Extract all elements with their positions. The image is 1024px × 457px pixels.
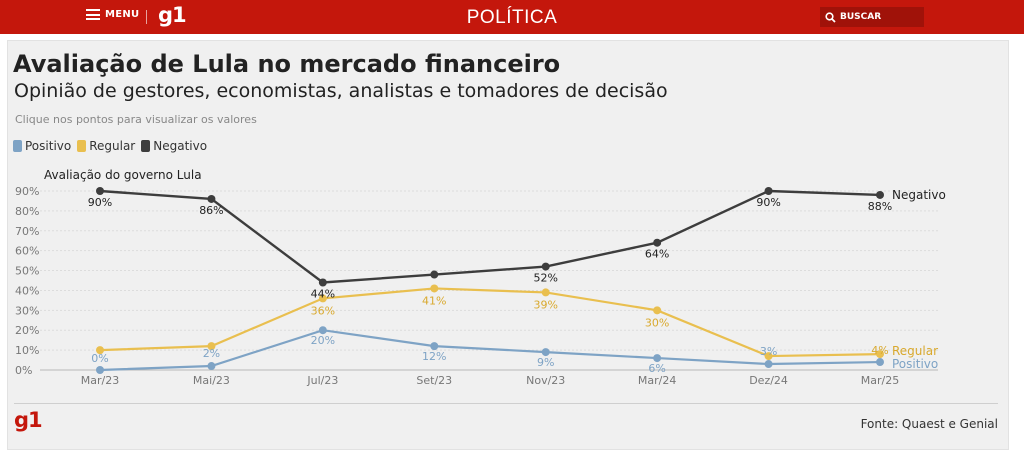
data-label-negativo: 52% [533,272,557,285]
data-point-regular[interactable] [876,350,884,359]
footer-divider [14,403,998,404]
data-point-regular[interactable] [96,346,104,355]
y-tick-label: 80% [15,205,39,218]
y-tick-label: 50% [15,265,39,278]
data-label-positivo: 3% [760,345,777,358]
legend-item-negativo[interactable]: Negativo [141,139,207,153]
data-point-positivo[interactable] [96,366,104,374]
y-tick-label: 60% [15,245,39,258]
y-tick-label: 90% [15,185,39,198]
x-tick-label: Mar/24 [638,374,676,387]
y-tick-label: 10% [15,344,39,357]
data-label-negativo: 90% [88,196,112,209]
x-tick-label: Jul/23 [306,374,338,387]
y-tick-label: 40% [15,284,39,297]
data-point-negativo[interactable] [764,187,773,195]
y-tick-label: 30% [15,304,39,317]
data-point-regular[interactable] [653,306,662,315]
chart-card [7,40,1009,450]
menu-label: MENU [105,9,140,20]
data-point-negativo[interactable] [876,190,884,199]
top-navigation-bar: MENU g1 POLÍTICA BUSCAR [0,0,1024,34]
data-point-regular[interactable] [764,352,773,361]
x-tick-label: Mar/25 [861,374,899,387]
chart-title: Avaliação do governo Lula [44,168,202,182]
data-label-regular: 36% [311,304,335,317]
data-label-regular: 39% [533,298,557,311]
data-label-regular: 4% [871,344,888,357]
data-label-positivo: 6% [648,362,665,375]
data-point-negativo[interactable] [541,262,550,271]
search-label: BUSCAR [840,12,882,22]
data-label-negativo: 88% [868,200,892,213]
y-tick-label: 70% [15,225,39,238]
data-point-positivo[interactable] [430,342,439,351]
data-label-positivo: 9% [537,356,554,369]
source-note: Fonte: Quaest e Genial [860,417,998,431]
data-label-positivo: 12% [422,350,446,363]
search-icon [825,11,836,23]
y-tick-label: 20% [15,324,39,337]
hamburger-icon [86,9,100,20]
data-label-positivo: 20% [311,334,335,347]
divider [146,10,147,24]
series-line-regular [99,287,881,358]
x-tick-label: Mai/23 [193,374,230,387]
data-point-regular[interactable] [430,284,439,293]
series-line-negativo [99,189,881,284]
menu-button[interactable]: MENU [86,9,139,20]
data-point-regular[interactable] [541,288,550,297]
data-point-negativo[interactable] [207,194,216,203]
figure-title: Avaliação de Lula no mercado financeiro [13,50,561,78]
y-tick-label: 0% [15,364,32,377]
legend-label-regular: Regular [89,139,136,153]
chart-legend: Positivo Regular Negativo [13,139,207,153]
data-point-negativo[interactable] [318,278,327,287]
data-label-positivo: 0% [91,352,108,365]
legend-swatch-negativo [141,140,151,152]
legend-label-positivo: Positivo [25,139,72,153]
data-label-regular: 41% [422,294,446,307]
data-point-negativo[interactable] [430,270,439,279]
legend-label-negativo: Negativo [153,139,208,153]
instruction-text: Clique nos pontos para visualizar os val… [15,113,257,126]
data-point-negativo[interactable] [653,238,662,247]
data-label-negativo: 86% [199,204,223,217]
x-tick-label: Set/23 [416,374,452,387]
data-label-negativo: 90% [756,196,780,209]
data-point-regular[interactable] [207,342,216,351]
x-tick-label: Nov/23 [526,374,565,387]
g1-logo[interactable]: g1 [158,3,187,27]
figure-subtitle: Opinião de gestores, economistas, analis… [14,80,668,102]
data-label-positivo: 2% [203,347,220,360]
series-line-positivo [99,329,881,372]
data-point-positivo[interactable] [653,354,662,363]
data-point-positivo[interactable] [207,362,216,371]
data-point-positivo[interactable] [764,360,773,369]
g1-footer-logo: g1 [14,408,43,432]
legend-item-positivo[interactable]: Positivo [13,139,71,153]
data-point-regular[interactable] [318,294,327,303]
data-point-positivo[interactable] [876,358,884,367]
x-tick-label: Dez/24 [749,374,788,387]
end-label-regular: Regular [892,344,938,358]
legend-swatch-regular [77,140,87,152]
data-label-negativo: 64% [645,248,669,261]
data-label-negativo: 44% [311,287,335,300]
legend-swatch-positivo [13,140,22,152]
data-point-positivo[interactable] [318,326,327,335]
end-label-positivo: Positivo [892,357,938,371]
end-label-negativo: Negativo [892,188,946,202]
search-button[interactable]: BUSCAR [820,7,924,27]
data-point-positivo[interactable] [541,348,550,357]
data-label-regular: 30% [645,316,669,329]
x-tick-label: Mar/23 [81,374,119,387]
legend-item-regular[interactable]: Regular [77,139,135,153]
section-title[interactable]: POLÍTICA [466,7,558,28]
data-point-negativo[interactable] [96,187,104,195]
